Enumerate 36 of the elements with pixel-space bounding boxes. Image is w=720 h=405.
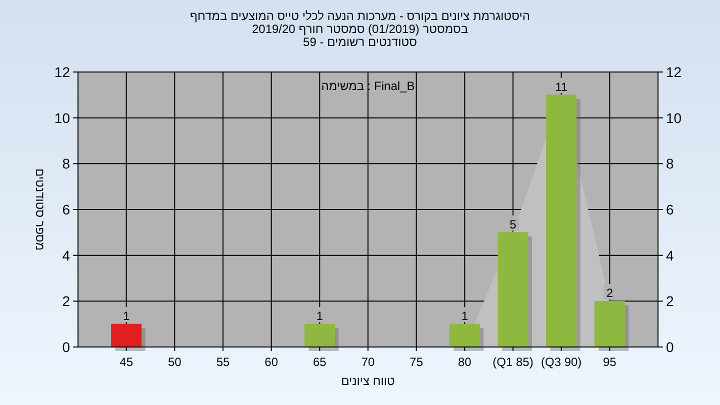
x-tick-label: 55 — [216, 355, 230, 369]
y-tick-label: 10 — [54, 110, 70, 126]
x-axis-title: טווח ציונים — [341, 374, 396, 388]
x-tick-label: 95 — [602, 355, 617, 369]
y-tick-label: 8 — [62, 156, 70, 172]
data-label: 1 — [461, 309, 468, 324]
y2-tick-label: 2 — [666, 293, 674, 310]
x-tick-label: 60 — [264, 355, 278, 369]
x-tick-label: 50 — [168, 355, 182, 369]
y2-tick-label: 10 — [666, 110, 682, 126]
y-axis-title: מספר סטודנטים — [33, 168, 47, 251]
chart-subtitle: בסמסטר (01/2019) סמסטר חורף 2019/20 סטודנטים רשומים - 59 — [252, 22, 468, 49]
x-tick-label: 75 — [410, 355, 424, 369]
data-label: 1 — [316, 309, 324, 324]
data-label: 1 — [122, 309, 130, 324]
annotation: Final_B : במשימה — [321, 79, 415, 93]
y-tick-label: 12 — [54, 64, 70, 80]
y-tick-label: 0 — [62, 339, 70, 355]
y2-tick-label: 8 — [666, 156, 674, 172]
data-label: 11 — [555, 80, 568, 94]
y2-tick-label: 6 — [666, 202, 674, 218]
x-tick-label: 45 — [120, 355, 134, 369]
y-tick-label: 2 — [62, 293, 70, 310]
y-tick-label: 6 — [62, 202, 70, 218]
x-tick-label: (Q1 85) — [492, 355, 534, 369]
x-tick-label: (Q3 90) — [540, 355, 582, 369]
y2-tick-label: 0 — [666, 339, 674, 355]
y2-tick-label: 4 — [666, 247, 674, 264]
y2-tick-label: 12 — [666, 64, 682, 80]
x-tick-label: 65 — [312, 355, 327, 369]
data-label: 2 — [606, 286, 614, 300]
x-tick-label: 70 — [361, 355, 375, 369]
data-label: 5 — [510, 217, 517, 232]
x-tick-label: 80 — [458, 355, 472, 369]
y-tick-label: 4 — [62, 247, 70, 264]
chart-title: היסטוגרמת ציונים בקורס - מערכות הנעה לכלי טייס המוצעים במדחף — [190, 9, 530, 23]
